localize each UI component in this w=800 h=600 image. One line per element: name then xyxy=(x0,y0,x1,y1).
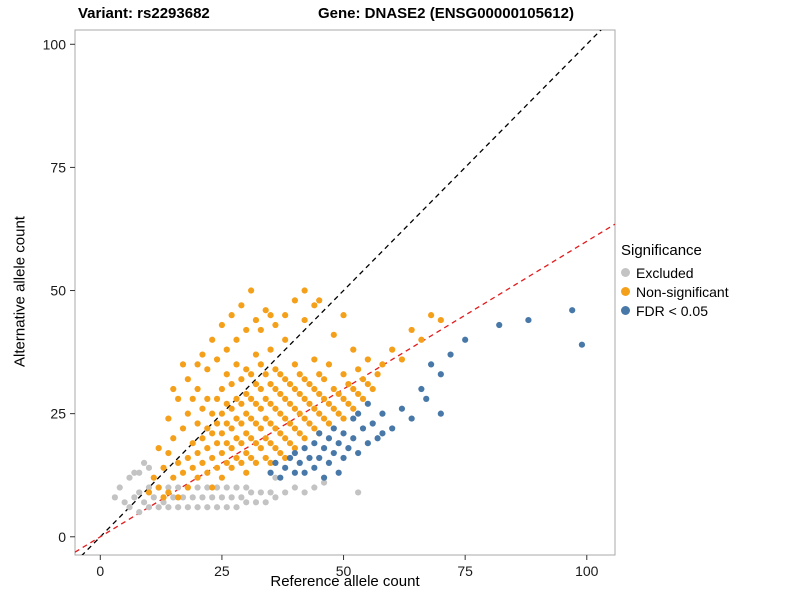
svg-text:25: 25 xyxy=(214,563,230,579)
legend: Significance Excluded Non-significant FD… xyxy=(621,242,729,320)
svg-text:100: 100 xyxy=(43,36,67,52)
legend-title: Significance xyxy=(621,242,702,259)
legend-item-fdr: FDR < 0.05 xyxy=(621,301,729,320)
x-axis-label: Reference allele count xyxy=(270,573,420,590)
excluded-dot-icon xyxy=(621,268,630,277)
svg-text:50: 50 xyxy=(336,563,352,579)
legend-item-label: FDR < 0.05 xyxy=(636,302,708,319)
legend-item-non-significant: Non-significant xyxy=(621,282,729,301)
legend-item-label: Excluded xyxy=(636,264,694,281)
plot-title-gene: Gene: DNASE2 (ENSG00000105612) xyxy=(318,5,574,22)
fdr-dot-icon xyxy=(621,306,630,315)
svg-text:75: 75 xyxy=(457,563,473,579)
svg-text:100: 100 xyxy=(575,563,599,579)
plot-title-variant: Variant: rs2293682 xyxy=(78,5,210,22)
svg-text:0: 0 xyxy=(96,563,104,579)
legend-item-excluded: Excluded xyxy=(621,263,729,282)
legend-item-label: Non-significant xyxy=(636,283,729,300)
svg-text:50: 50 xyxy=(50,283,66,299)
svg-text:25: 25 xyxy=(50,406,66,422)
svg-text:0: 0 xyxy=(58,529,66,545)
svg-text:75: 75 xyxy=(50,159,66,175)
non-significant-dot-icon xyxy=(621,287,630,296)
y-axis-label: Alternative allele count xyxy=(11,216,29,367)
